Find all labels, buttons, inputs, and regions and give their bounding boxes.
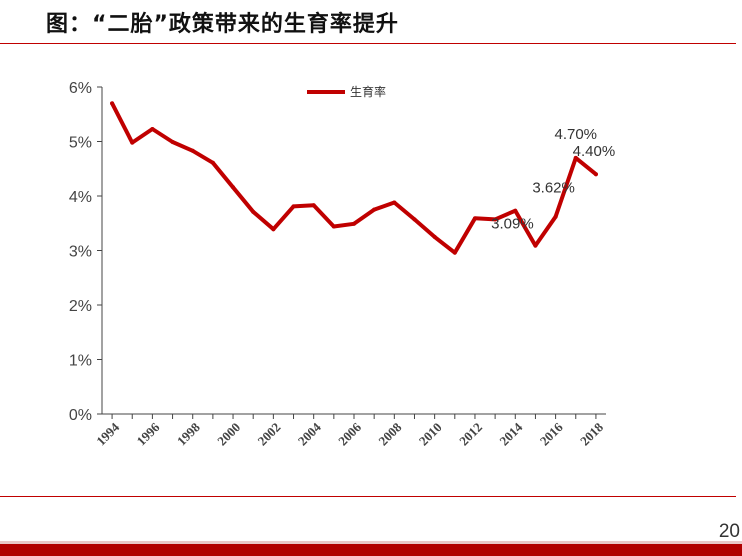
y-axis: 0% 1% 2% 3% 4% 5% 6% [69, 80, 103, 424]
data-point [513, 208, 518, 213]
title-divider [0, 43, 736, 44]
x-tick-label: 2014 [496, 419, 525, 448]
x-tick-label: 2012 [456, 420, 485, 449]
legend: 生育率 [307, 84, 386, 99]
data-point [372, 207, 377, 212]
data-point [190, 148, 195, 153]
data-label: 4.40% [573, 143, 616, 160]
data-point [291, 204, 296, 209]
data-point [130, 140, 135, 145]
data-point [533, 243, 538, 248]
data-point [210, 160, 215, 165]
x-tick-label: 2010 [416, 420, 445, 449]
data-point [170, 140, 175, 145]
data-point [493, 217, 498, 222]
x-tick-label: 2004 [295, 419, 324, 448]
x-tick-label: 2000 [214, 420, 243, 449]
y-tick-label: 4% [69, 189, 92, 206]
data-label: 3.09% [491, 216, 534, 233]
data-point [432, 234, 437, 239]
data-point [251, 209, 256, 214]
x-tick-label: 2006 [335, 419, 364, 448]
data-point [331, 224, 336, 229]
data-label: 3.62% [532, 180, 575, 197]
y-tick-label: 6% [69, 80, 92, 97]
slide-title: 图：“二胎”政策带来的生育率提升 [46, 12, 399, 37]
data-point [472, 216, 477, 221]
y-tick-label: 3% [69, 244, 92, 261]
x-tick-label: 2016 [537, 419, 566, 448]
y-tick-label: 5% [69, 135, 92, 152]
x-tick-label: 1998 [174, 419, 203, 448]
series-group [110, 101, 598, 255]
y-tick-label: 1% [69, 353, 92, 370]
data-point [573, 155, 578, 160]
footer-divider [0, 496, 736, 497]
data-point [452, 250, 457, 255]
data-point [412, 217, 417, 222]
data-point [150, 126, 155, 131]
data-point [271, 227, 276, 232]
x-tick-label: 1996 [134, 419, 163, 448]
page-number: 20 [718, 521, 740, 542]
data-point [110, 101, 115, 106]
data-point [553, 214, 558, 219]
x-tick-label: 2018 [577, 419, 606, 448]
footer-bar [0, 544, 742, 556]
x-tick-label: 2002 [254, 420, 283, 449]
footer-bar-shadow [0, 541, 742, 544]
data-point [231, 185, 236, 190]
data-labels: 3.09% 3.62% 4.70%4.40% [491, 126, 615, 233]
fertility-rate-line-chart: 0% 1% 2% 3% 4% 5% 6% 1994 1996 1998 2000 2002 2004 2… [69, 80, 615, 449]
data-point [593, 172, 598, 177]
data-label: 4.70% [554, 126, 597, 143]
x-tick-label: 1994 [93, 419, 122, 448]
y-tick-label: 0% [69, 407, 92, 424]
x-axis: 1994 1996 1998 2000 2002 2004 2006 2008 2010 2012… [93, 413, 606, 449]
data-point [352, 221, 356, 226]
x-tick-label: 2008 [375, 419, 404, 448]
data-point [392, 200, 397, 205]
data-point [311, 203, 316, 208]
legend-label: 生育率 [350, 84, 386, 99]
y-tick-label: 2% [69, 298, 92, 315]
